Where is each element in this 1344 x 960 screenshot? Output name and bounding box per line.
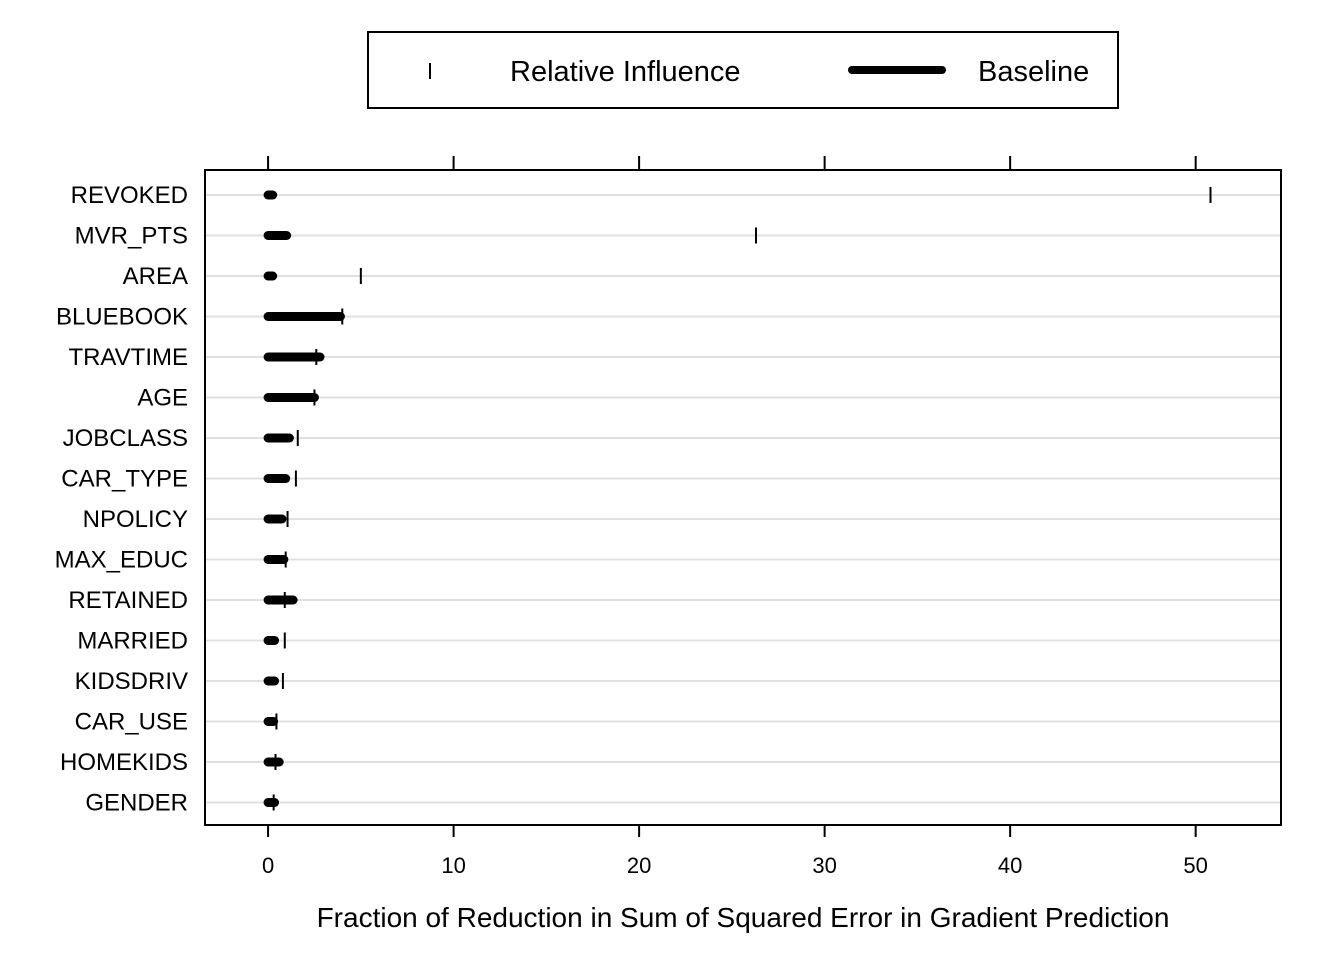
category-label: TRAVTIME (68, 344, 188, 371)
category-label: HOMEKIDS (60, 749, 188, 776)
category-label: REVOKED (71, 182, 188, 209)
category-label: KIDSDRIV (75, 668, 188, 695)
category-label: BLUEBOOK (56, 304, 188, 331)
x-tick-label: 20 (627, 853, 651, 878)
category-label: GENDER (85, 790, 188, 817)
category-label: AREA (123, 263, 188, 290)
x-tick-label: 50 (1183, 853, 1207, 878)
x-tick-label: 40 (998, 853, 1022, 878)
category-label: MVR_PTS (75, 223, 188, 250)
category-label: RETAINED (68, 587, 188, 614)
category-label: NPOLICY (83, 506, 188, 533)
legend-box (367, 31, 1119, 109)
x-tick-label: 30 (812, 853, 836, 878)
category-label: MAX_EDUC (55, 547, 188, 574)
legend-label-relative-influence: Relative Influence (510, 56, 741, 88)
x-axis-title: Fraction of Reduction in Sum of Squared … (317, 902, 1170, 933)
category-label: CAR_TYPE (61, 466, 188, 493)
plot-frame (204, 169, 1282, 826)
x-tick-label: 0 (262, 853, 274, 878)
category-label: MARRIED (77, 628, 188, 655)
category-label: AGE (137, 385, 188, 412)
legend: Relative Influence Baseline (367, 31, 1119, 109)
gridlines (205, 194, 1281, 804)
category-label: JOBCLASS (63, 425, 188, 452)
category-label: CAR_USE (75, 709, 188, 736)
baseline-series (263, 190, 345, 807)
x-tick-label: 10 (441, 853, 465, 878)
relative-influence-series (272, 187, 1212, 811)
legend-label-baseline: Baseline (978, 56, 1089, 88)
y-axis-labels: REVOKED MVR_PTS AREA BLUEBOOK TRAVTIME AGE JOB… (55, 182, 188, 817)
x-axis: 0 10 20 30 40 50 (262, 156, 1208, 878)
